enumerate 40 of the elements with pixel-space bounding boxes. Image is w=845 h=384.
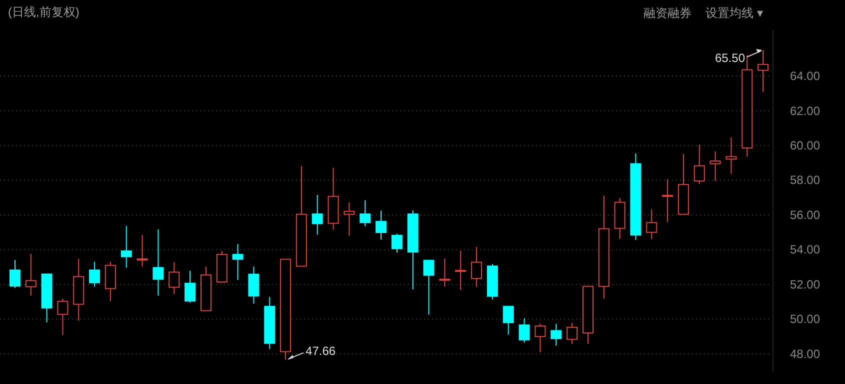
y-tick-label: 62.00 xyxy=(790,104,820,118)
candlestick xyxy=(232,243,244,280)
y-tick-label: 54.00 xyxy=(790,242,820,257)
candlestick xyxy=(328,167,339,230)
candlestick xyxy=(550,323,562,346)
text: 设置均线 ▾ xyxy=(706,6,763,20)
candlestick xyxy=(376,210,387,240)
y-tick-label: 58.00 xyxy=(790,173,820,188)
chart-subtitle: (日线,前复权) xyxy=(8,5,80,19)
y-tick-label: 48.00 xyxy=(790,346,820,361)
candlestick xyxy=(662,178,674,223)
candlestick xyxy=(630,152,642,240)
y-tick-label: 60.00 xyxy=(790,138,820,153)
y-tick-label: 64.00 xyxy=(790,69,820,84)
candlestick xyxy=(360,200,371,227)
candlestick xyxy=(264,296,276,350)
annotation: 47.66 xyxy=(306,344,336,358)
candlestick xyxy=(471,246,482,288)
y-tick-label: 56.00 xyxy=(790,208,820,222)
candlestick xyxy=(726,136,737,174)
candlestick xyxy=(598,195,610,300)
candlestick xyxy=(646,208,658,240)
y-tick-label: 52.00 xyxy=(790,277,820,292)
annotation: 65.50 xyxy=(715,50,746,65)
candlestick xyxy=(152,228,164,296)
candlestick xyxy=(120,225,132,268)
candlestick xyxy=(57,298,68,336)
candlestick xyxy=(455,250,466,291)
candlestick xyxy=(758,49,769,93)
candlestick xyxy=(168,262,180,295)
candlestick xyxy=(25,253,36,296)
text: 融资融券 xyxy=(644,6,692,20)
candlestick xyxy=(104,261,116,302)
candlestick xyxy=(312,194,323,236)
candlestick xyxy=(710,150,721,182)
y-tick-label: 50.00 xyxy=(790,312,820,326)
candlestick xyxy=(344,202,355,236)
candlestick xyxy=(73,258,84,322)
candlestick xyxy=(614,197,626,240)
candlestick xyxy=(248,266,260,304)
